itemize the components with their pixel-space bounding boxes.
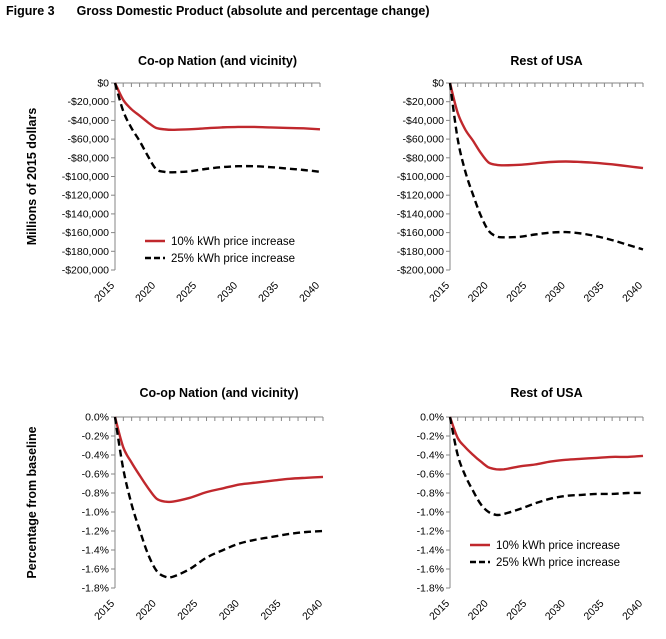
y-tick-label: -$40,000 bbox=[68, 115, 110, 127]
series-line-10pct bbox=[448, 82, 644, 170]
y-tick-label: -$60,000 bbox=[68, 134, 110, 146]
figure-title: Figure 3 Gross Domestic Product (absolute… bbox=[6, 4, 429, 18]
series-line-10pct bbox=[113, 416, 324, 504]
x-tick-label: 2020 bbox=[466, 280, 491, 305]
legend: 10% kWh price increase 25% kWh price incr… bbox=[470, 540, 620, 569]
y-tick-label: -1.8% bbox=[82, 583, 109, 595]
legend: 10% kWh price increase 25% kWh price incr… bbox=[145, 236, 295, 265]
x-tick-label: 2035 bbox=[259, 598, 284, 623]
series-line-25pct bbox=[448, 416, 644, 517]
chart-panel-4: Rest of USA 0.0% -0.2% -0.4% -0.6% -0.8% -1.0%… bbox=[417, 386, 646, 623]
x-tick-label: 2020 bbox=[133, 280, 158, 305]
y-tick-label: -1.4% bbox=[82, 545, 109, 557]
y-tick-label: -0.4% bbox=[82, 450, 109, 462]
y-tick-label: -1.0% bbox=[82, 507, 109, 519]
y-tick-label: -$200,000 bbox=[397, 265, 444, 277]
x-tick-label: 2025 bbox=[504, 598, 529, 623]
chart-title: Rest of USA bbox=[510, 386, 582, 400]
y-tick-label: -$120,000 bbox=[397, 190, 444, 202]
x-tick-label: 2020 bbox=[466, 598, 491, 623]
y-tick-label: -$160,000 bbox=[397, 227, 444, 239]
x-tick-label: 2040 bbox=[620, 280, 645, 305]
chart-panel-2: Rest of USA $0 -$20,000 -$40,000 -$60,000 -$8… bbox=[397, 54, 646, 305]
y-tick-label: -$140,000 bbox=[397, 208, 444, 220]
y-tick-label: -$20,000 bbox=[68, 96, 110, 108]
y-tick-label: -0.6% bbox=[82, 469, 109, 481]
y-tick-label: -1.0% bbox=[417, 507, 444, 519]
y-tick-label: -$60,000 bbox=[403, 134, 445, 146]
x-tick-label: 2025 bbox=[175, 598, 200, 623]
x-tick-label: 2025 bbox=[174, 280, 199, 305]
x-tick-label: 2035 bbox=[256, 280, 281, 305]
chart-title: Co-op Nation (and vicinity) bbox=[138, 54, 297, 68]
legend-label: 10% kWh price increase bbox=[496, 540, 620, 552]
figure-title-text: Gross Domestic Product (absolute and per… bbox=[76, 4, 430, 18]
y-tick-label: -0.2% bbox=[417, 431, 444, 443]
x-tick-label: 2030 bbox=[215, 280, 240, 305]
y-axis-title: Percentage from baseline bbox=[25, 426, 39, 578]
x-tick-label: 2025 bbox=[504, 280, 529, 305]
legend-label: 25% kWh price increase bbox=[171, 253, 295, 265]
y-tick-label: -0.6% bbox=[417, 469, 444, 481]
y-tick-label: -1.8% bbox=[417, 583, 444, 595]
y-tick-label: 0.0% bbox=[85, 412, 109, 424]
x-tick-label: 2040 bbox=[620, 598, 645, 623]
y-axis-title: Millions of 2015 dollars bbox=[25, 108, 39, 246]
series-line-25pct bbox=[113, 82, 321, 174]
x-tick-label: 2035 bbox=[582, 598, 607, 623]
y-tick-label: -$80,000 bbox=[403, 152, 445, 164]
chart-title: Rest of USA bbox=[510, 54, 582, 68]
y-tick-label: -$100,000 bbox=[397, 171, 444, 183]
y-tick-label: -0.8% bbox=[417, 488, 444, 500]
y-tick-label: $0 bbox=[432, 78, 444, 90]
y-tick-label: 0.0% bbox=[420, 412, 444, 424]
y-tick-label: -$180,000 bbox=[397, 246, 444, 258]
series-line-10pct bbox=[448, 416, 644, 471]
legend-label: 25% kWh price increase bbox=[496, 557, 620, 569]
x-tick-label: 2040 bbox=[297, 280, 322, 305]
y-tick-label: -1.2% bbox=[82, 526, 109, 538]
series-line-25pct bbox=[113, 416, 324, 579]
x-tick-label: 2035 bbox=[582, 280, 607, 305]
y-tick-label: -$160,000 bbox=[62, 227, 109, 239]
y-tick-label: -$80,000 bbox=[68, 152, 110, 164]
x-tick-label: 2015 bbox=[92, 280, 117, 305]
y-tick-label: -$40,000 bbox=[403, 115, 445, 127]
y-tick-label: -$20,000 bbox=[403, 96, 445, 108]
y-tick-label: -$100,000 bbox=[62, 171, 109, 183]
y-tick-label: -0.2% bbox=[82, 431, 109, 443]
figure-number: Figure 3 bbox=[6, 4, 55, 18]
x-tick-label: 2030 bbox=[217, 598, 242, 623]
y-tick-label: -1.4% bbox=[417, 545, 444, 557]
x-tick-label: 2030 bbox=[543, 280, 568, 305]
x-tick-label: 2015 bbox=[427, 598, 452, 623]
x-tick-label: 2040 bbox=[300, 598, 325, 623]
y-tick-label: -$180,000 bbox=[62, 246, 109, 258]
series-line-10pct bbox=[113, 82, 321, 131]
y-tick-label: -1.2% bbox=[417, 526, 444, 538]
x-tick-label: 2015 bbox=[427, 280, 452, 305]
y-tick-label: -$200,000 bbox=[62, 265, 109, 277]
y-tick-label: -$120,000 bbox=[62, 190, 109, 202]
chart-panel-1: Co-op Nation (and vicinity) $0 -$20,000 -$4… bbox=[25, 54, 322, 305]
series-line-25pct bbox=[448, 82, 644, 251]
y-tick-label: -0.4% bbox=[417, 450, 444, 462]
legend-label: 10% kWh price increase bbox=[171, 236, 295, 248]
x-tick-label: 2020 bbox=[134, 598, 159, 623]
y-tick-label: -$140,000 bbox=[62, 208, 109, 220]
y-tick-label: -1.6% bbox=[82, 564, 109, 576]
y-tick-label: $0 bbox=[97, 78, 109, 90]
chart-title: Co-op Nation (and vicinity) bbox=[139, 386, 298, 400]
y-tick-label: -1.6% bbox=[417, 564, 444, 576]
x-tick-label: 2030 bbox=[543, 598, 568, 623]
chart-panel-3: Co-op Nation (and vicinity) 0.0% -0.2% -0.4… bbox=[25, 386, 325, 623]
y-tick-label: -0.8% bbox=[82, 488, 109, 500]
x-tick-label: 2015 bbox=[92, 598, 117, 623]
